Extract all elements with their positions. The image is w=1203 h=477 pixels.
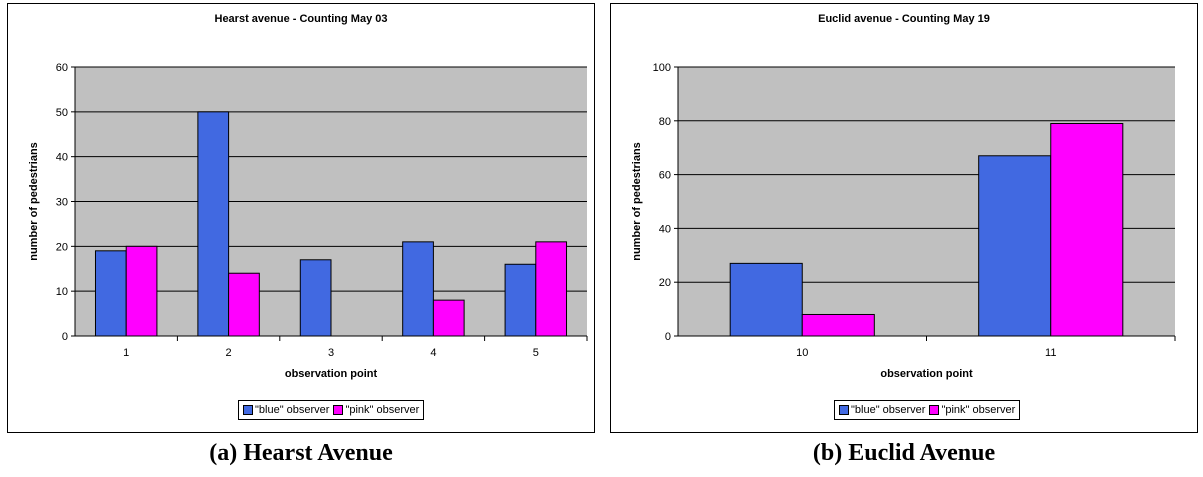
y-tick-label: 20: [659, 277, 671, 289]
legend-label-pink: "pink" observer: [345, 404, 420, 416]
bar: [504, 263, 537, 337]
y-tick-label: 40: [56, 152, 68, 164]
x-tick-label: 5: [533, 347, 539, 359]
x-tick-label: 11: [1045, 347, 1056, 359]
chart-title: Hearst avenue - Counting May 03: [215, 13, 388, 25]
legend-item-pink: "pink" observer: [333, 404, 419, 416]
chart-panel-hearst: Hearst avenue - Counting May 03 0 10 20 30 40…: [7, 3, 595, 433]
x-tick-label: 4: [430, 347, 436, 359]
y-tick-label: 100: [653, 62, 671, 74]
legend-label-blue: "blue" observer: [255, 404, 330, 416]
bar: [535, 241, 568, 337]
legend-item-blue: "blue" observer: [243, 404, 329, 416]
legend-swatch-blue: [243, 405, 253, 415]
bar: [402, 241, 434, 337]
legend-item-pink: "pink" observer: [929, 404, 1015, 416]
chart-legend-hearst: "blue" observer "pink" observer: [238, 400, 425, 420]
x-tick-label: 3: [328, 347, 334, 359]
y-tick-label: 20: [56, 241, 68, 253]
y-tick-label: 80: [659, 116, 671, 128]
y-axis-label: number of pedestrians: [631, 142, 643, 261]
chart-svg-hearst: Hearst avenue - Counting May 03 0 10 20 30 40…: [28, 13, 588, 380]
bar: [228, 272, 260, 337]
y-tick-label: 40: [659, 223, 671, 235]
legend-swatch-blue: [839, 405, 849, 415]
y-tick-label: 60: [56, 62, 68, 74]
chart-panel-euclid: Euclid avenue - Counting May 19 0 20 40 60 80…: [610, 3, 1198, 433]
y-tick-label: 50: [56, 107, 68, 119]
y-tick-label: 0: [62, 331, 68, 343]
bar: [125, 245, 158, 337]
x-axis-label: observation point: [285, 368, 378, 380]
figure-caption-a: (a) Hearst Avenue: [209, 440, 393, 466]
figure-caption-b: (b) Euclid Avenue: [812, 440, 996, 466]
legend-item-blue: "blue" observer: [839, 404, 925, 416]
bar: [978, 155, 1052, 337]
bar: [299, 259, 332, 337]
legend-label-pink: "pink" observer: [941, 404, 1016, 416]
legend-swatch-pink: [929, 405, 940, 415]
x-tick-label: 10: [796, 347, 808, 359]
bar: [729, 262, 803, 337]
y-tick-label: 30: [56, 197, 68, 209]
chart-legend-euclid: "blue" observer "pink" observer: [834, 400, 1021, 420]
bar: [432, 299, 465, 337]
y-axis-label: number of pedestrians: [28, 142, 40, 261]
x-axis-label: observation point: [880, 368, 973, 380]
x-tick-label: 1: [123, 347, 129, 359]
chart-svg-euclid: Euclid avenue - Counting May 19 0 20 40 60 80…: [631, 13, 1176, 380]
bar: [1050, 122, 1124, 337]
y-tick-label: 10: [56, 286, 68, 298]
bar: [197, 111, 230, 337]
legend-swatch-pink: [333, 405, 344, 415]
x-tick-label: 2: [226, 347, 232, 359]
bar: [801, 313, 875, 337]
bar: [94, 250, 127, 337]
legend-label-blue: "blue" observer: [851, 404, 926, 416]
y-tick-label: 0: [665, 331, 671, 343]
chart-title: Euclid avenue - Counting May 19: [818, 13, 990, 25]
y-tick-label: 60: [659, 170, 671, 182]
